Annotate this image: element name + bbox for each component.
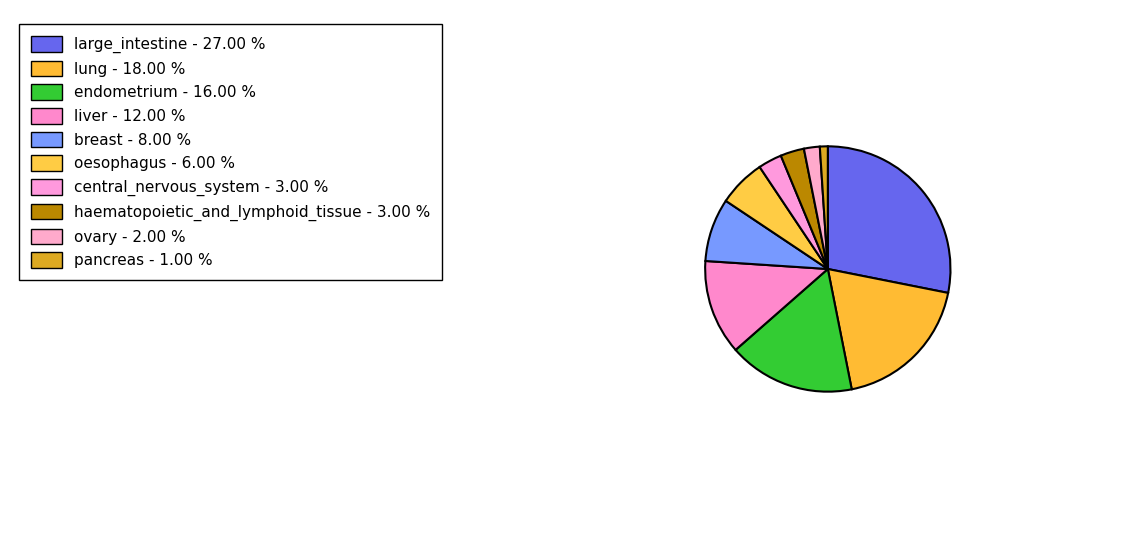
Wedge shape: [828, 146, 950, 293]
Wedge shape: [781, 148, 828, 269]
Legend: large_intestine - 27.00 %, lung - 18.00 %, endometrium - 16.00 %, liver - 12.00 : large_intestine - 27.00 %, lung - 18.00 …: [19, 24, 442, 280]
Wedge shape: [804, 146, 828, 269]
Wedge shape: [705, 261, 828, 350]
Wedge shape: [726, 167, 828, 269]
Wedge shape: [828, 269, 948, 390]
Wedge shape: [760, 155, 828, 269]
Wedge shape: [820, 146, 828, 269]
Wedge shape: [705, 201, 828, 269]
Wedge shape: [736, 269, 852, 392]
